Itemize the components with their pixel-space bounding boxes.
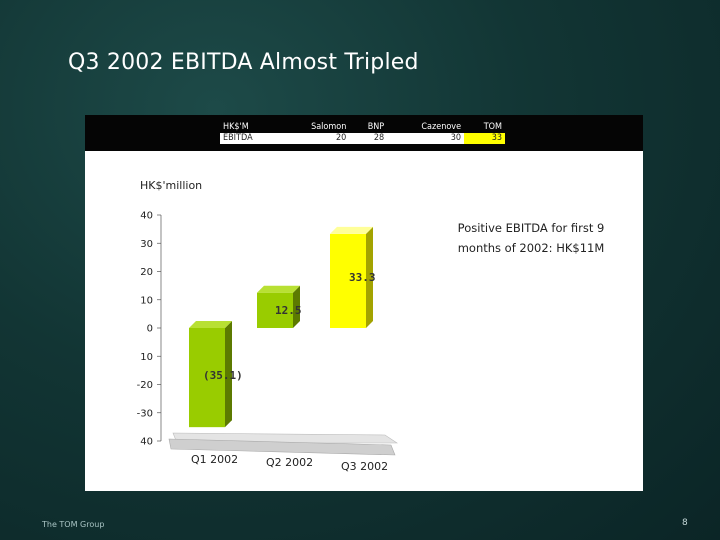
x-category-label: Q1 2002 [191,453,238,466]
bar-top [330,226,373,234]
y-tick-label: -30 [137,408,153,419]
y-tick-label: -20 [137,380,153,391]
table-header-cell: Salomon [311,122,347,132]
comparison-table-row: EBITDA 20 28 30 33 [220,133,505,144]
bar-side [293,285,300,328]
bar-data-label: 12.5 [275,304,302,317]
bar-side [366,226,373,328]
bar-top [257,285,300,293]
table-header-cell: HK$'M [223,122,249,132]
y-tick-label: 10 [140,295,153,306]
table-header-cell: TOM [483,122,502,132]
bar [257,292,293,328]
chart-panel: HK$'M Salomon BNP Cazenove TOM EBITDA 20… [85,115,643,491]
y-tick-label: 0 [147,324,153,335]
company-footer: The TOM Group [42,520,105,529]
bar-top [189,321,232,328]
page-number: 8 [682,518,688,528]
table-header-cell: Cazenove [421,122,462,132]
y-tick-label: 10 [140,352,153,363]
bar-side [225,321,232,428]
table-cell-highlighted: 33 [464,133,505,144]
slide-title: Q3 2002 EBITDA Almost Tripled [68,50,419,75]
comparison-table-header: HK$'M Salomon BNP Cazenove TOM [220,122,505,133]
bar [330,233,366,328]
y-tick-label: 20 [140,267,153,278]
y-tick-label: 40 [140,211,153,222]
table-cell: 28 [349,133,388,144]
bar [189,328,225,428]
comparison-table-bar: HK$'M Salomon BNP Cazenove TOM EBITDA 20… [85,115,643,151]
comparison-table: HK$'M Salomon BNP Cazenove TOM EBITDA 20… [220,122,505,144]
table-header-cell: BNP [367,122,385,132]
table-cell: 30 [387,133,465,144]
x-category-label: Q3 2002 [341,460,388,473]
bar-data-label: 33.3 [349,271,376,284]
x-category-label: Q2 2002 [266,456,313,469]
table-cell: 20 [279,133,350,144]
ebitda-bar-chart: 40 30 20 10 0 10 -20 -30 40 (35.1) Q1 2002 12.5 Q2 2… [137,211,398,473]
chart-floor [168,438,396,456]
y-tick-label: 40 [140,437,153,448]
table-cell: EBITDA [220,133,280,144]
bar-data-label: (35.1) [203,369,243,382]
ebitda-note: Positive EBITDA for first 9 months of 20… [457,221,605,255]
y-axis-label: HK$'million [140,179,203,192]
y-tick-label: 30 [140,239,153,250]
